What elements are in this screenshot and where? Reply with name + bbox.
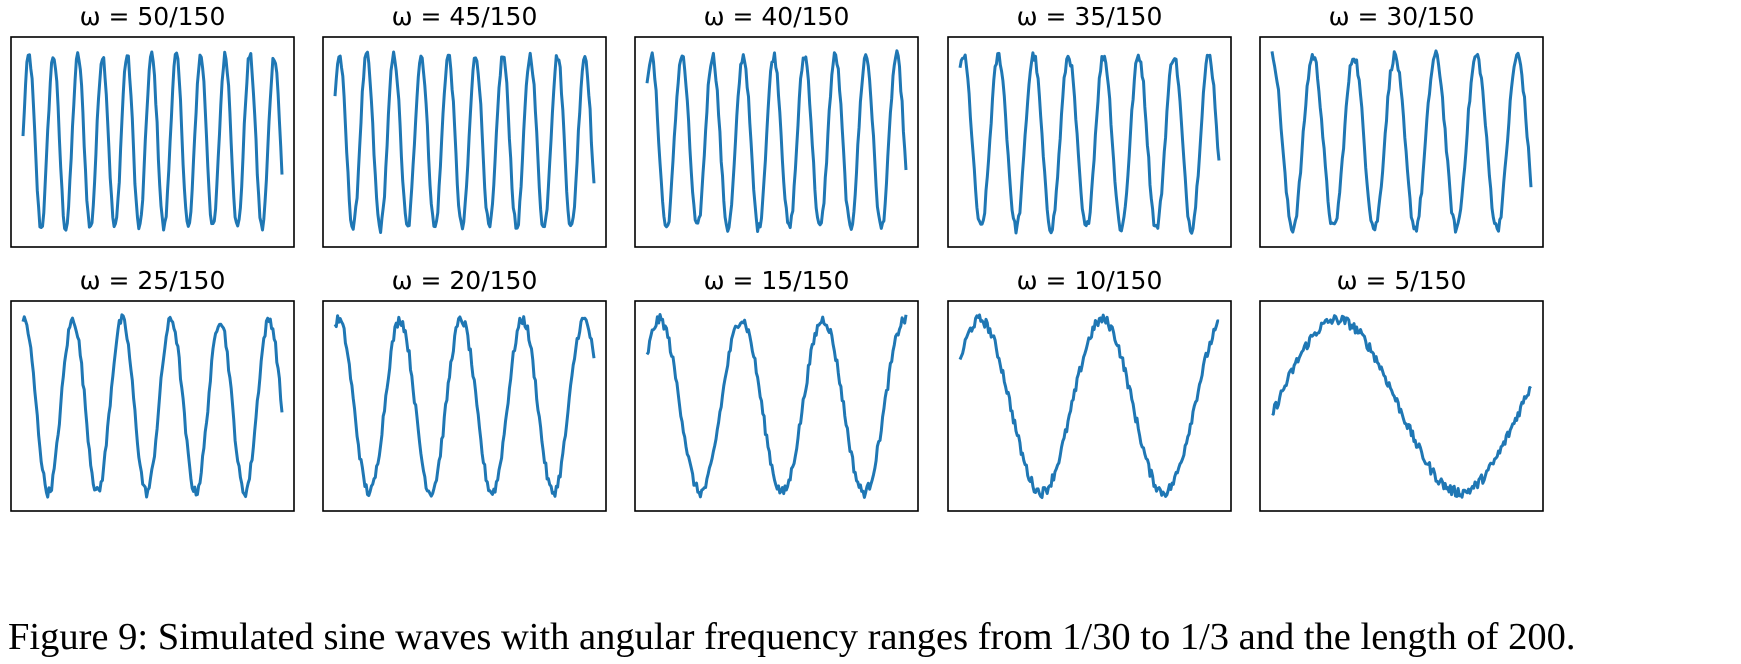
sine-series-line bbox=[333, 314, 596, 498]
subplot-title: ω = 15/150 bbox=[704, 266, 850, 295]
subplot-4: ω = 35/150 bbox=[947, 2, 1232, 248]
sine-series-line bbox=[1271, 314, 1532, 499]
subplot-frame bbox=[322, 36, 607, 248]
subplot-frame bbox=[10, 300, 295, 512]
subplot-title: ω = 40/150 bbox=[704, 2, 850, 31]
subplot-title: ω = 50/150 bbox=[80, 2, 226, 31]
subplot-title: ω = 10/150 bbox=[1017, 266, 1163, 295]
subplot-2: ω = 45/150 bbox=[322, 2, 607, 248]
subplot-frame bbox=[322, 300, 607, 512]
sine-series-line bbox=[958, 313, 1220, 499]
subplot-3: ω = 40/150 bbox=[634, 2, 919, 248]
subplot-1: ω = 50/150 bbox=[10, 2, 295, 248]
subplot-title: ω = 20/150 bbox=[392, 266, 538, 295]
subplot-frame bbox=[1259, 36, 1544, 248]
subplot-frame bbox=[947, 36, 1232, 248]
sine-series-line bbox=[1270, 49, 1533, 234]
subplot-title: ω = 30/150 bbox=[1329, 2, 1475, 31]
subplot-title: ω = 5/150 bbox=[1337, 266, 1467, 295]
subplot-9: ω = 10/150 bbox=[947, 266, 1232, 512]
subplot-6: ω = 25/150 bbox=[10, 266, 295, 512]
sine-series-line bbox=[645, 313, 908, 499]
subplot-title: ω = 25/150 bbox=[80, 266, 226, 295]
subplot-title: ω = 45/150 bbox=[392, 2, 538, 31]
subplot-frame bbox=[1259, 300, 1544, 512]
subplot-title: ω = 35/150 bbox=[1017, 2, 1163, 31]
subplot-5: ω = 30/150 bbox=[1259, 2, 1544, 248]
sine-series-line bbox=[21, 313, 284, 499]
sine-series-line bbox=[333, 50, 596, 234]
subplot-frame bbox=[947, 300, 1232, 512]
subplot-frame bbox=[634, 36, 919, 248]
figure-caption: Figure 9: Simulated sine waves with angu… bbox=[8, 616, 1576, 658]
subplot-8: ω = 15/150 bbox=[634, 266, 919, 512]
subplot-frame bbox=[634, 300, 919, 512]
sine-series-line bbox=[958, 51, 1221, 235]
sine-series-line bbox=[21, 50, 284, 232]
subplot-10: ω = 5/150 bbox=[1259, 266, 1544, 512]
subplot-frame bbox=[10, 36, 295, 248]
subplot-7: ω = 20/150 bbox=[322, 266, 607, 512]
sine-series-line bbox=[645, 49, 908, 233]
